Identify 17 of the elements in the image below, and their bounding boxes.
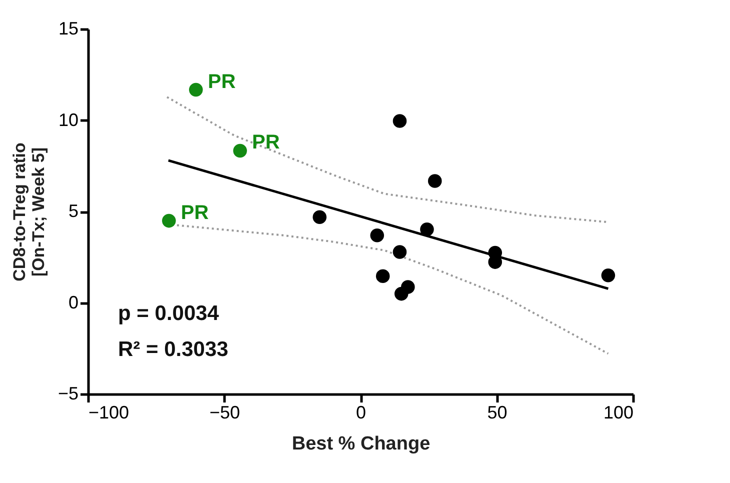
y-tick-label: 15 (58, 18, 78, 38)
annotation: PR (208, 70, 236, 93)
annotation: PR (180, 202, 210, 224)
y-tick-label: 5 (68, 201, 78, 221)
x-tick-label: −50 (209, 402, 240, 422)
annotation: p = 0.0034 (118, 302, 220, 325)
x-axis-title: Best % Change (292, 434, 430, 454)
x-tick-label: 50 (487, 402, 508, 422)
x-tick-label: 100 (603, 402, 634, 422)
x-tick-label: −100 (88, 402, 130, 422)
x-tick-label: 0 (356, 402, 366, 422)
annotation: PR (252, 132, 280, 154)
y-tick-label: 0 (68, 292, 78, 312)
y-tick-label: −5 (58, 384, 78, 404)
annotation: R² = 0.3033 (118, 338, 228, 361)
y-axis-title: CD8-to-Treg ratio [On-Tx; Week 5] (10, 142, 48, 282)
y-tick-label: 10 (58, 110, 78, 130)
